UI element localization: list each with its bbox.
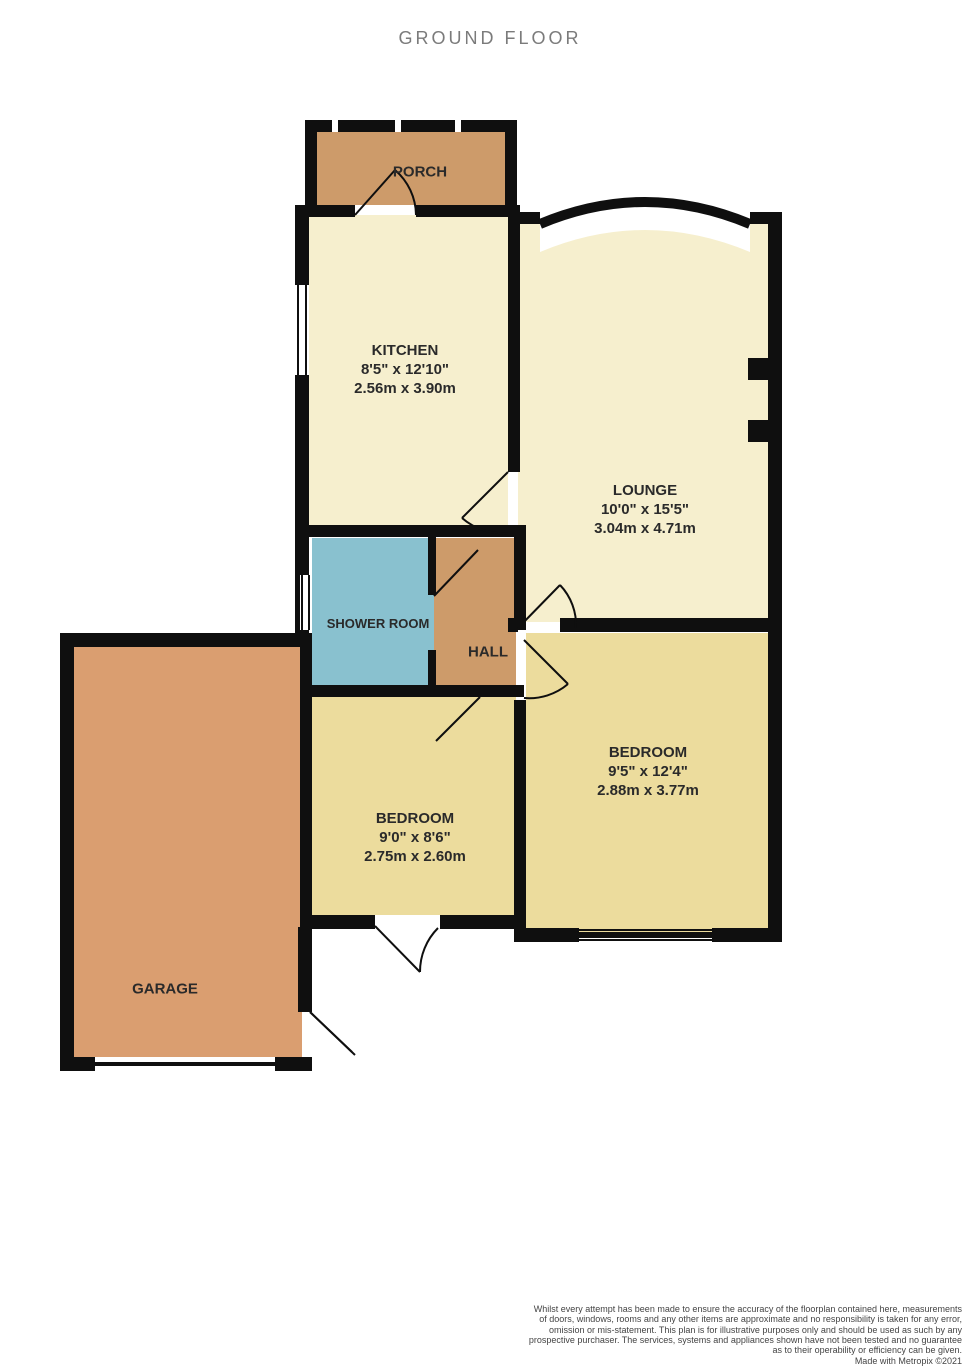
bedroom1-label: BEDROOM 9'5" x 12'4" 2.88m x 3.77m xyxy=(597,744,699,800)
disclaimer-line5: as to their operability or efficiency ca… xyxy=(442,1345,962,1355)
bedroom2-fill xyxy=(312,697,516,915)
garage-fill xyxy=(72,645,302,1063)
kitchen-name: KITCHEN xyxy=(354,342,456,361)
shower-fill xyxy=(312,538,434,685)
lounge-label: LOUNGE 10'0" x 15'5" 3.04m x 4.71m xyxy=(594,482,696,538)
lounge-fill xyxy=(518,222,772,622)
shower-label: SHOWER ROOM xyxy=(327,616,430,632)
bedroom1-dim-imp: 9'5" x 12'4" xyxy=(597,763,699,782)
disclaimer-text: Whilst every attempt has been made to en… xyxy=(442,1304,962,1366)
floorplan-svg xyxy=(0,0,980,1372)
kitchen-label: KITCHEN 8'5" x 12'10" 2.56m x 3.90m xyxy=(354,342,456,398)
hall-label: HALL xyxy=(468,644,508,663)
bedroom2-dim-imp: 9'0" x 8'6" xyxy=(364,829,466,848)
kitchen-dim-met: 2.56m x 3.90m xyxy=(354,379,456,398)
lounge-dim-imp: 10'0" x 15'5" xyxy=(594,501,696,520)
disclaimer-line4: prospective purchaser. The services, sys… xyxy=(442,1335,962,1345)
kitchen-dim-imp: 8'5" x 12'10" xyxy=(354,361,456,380)
porch-label: PORCH xyxy=(393,164,447,183)
bedroom2-label: BEDROOM 9'0" x 8'6" 2.75m x 2.60m xyxy=(364,810,466,866)
disclaimer-line2: of doors, windows, rooms and any other i… xyxy=(442,1314,962,1324)
garage-label: GARAGE xyxy=(132,981,198,1000)
lounge-name: LOUNGE xyxy=(594,482,696,501)
bedroom2-name: BEDROOM xyxy=(364,810,466,829)
disclaimer-line3: omission or mis-statement. This plan is … xyxy=(442,1325,962,1335)
disclaimer-line1: Whilst every attempt has been made to en… xyxy=(442,1304,962,1314)
bedroom1-name: BEDROOM xyxy=(597,744,699,763)
bedroom2-dim-met: 2.75m x 2.60m xyxy=(364,847,466,866)
bedroom1-dim-met: 2.88m x 3.77m xyxy=(597,781,699,800)
disclaimer-line6: Made with Metropix ©2021 xyxy=(442,1356,962,1366)
hall-fill xyxy=(434,538,516,708)
lounge-dim-met: 3.04m x 4.71m xyxy=(594,519,696,538)
